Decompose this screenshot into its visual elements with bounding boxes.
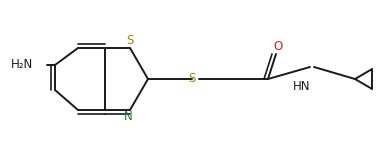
Text: O: O [273,39,283,52]
Text: HN: HN [293,80,311,94]
Text: S: S [126,33,134,47]
Text: S: S [188,72,196,86]
Text: N: N [124,109,132,123]
Text: H₂N: H₂N [11,58,33,71]
